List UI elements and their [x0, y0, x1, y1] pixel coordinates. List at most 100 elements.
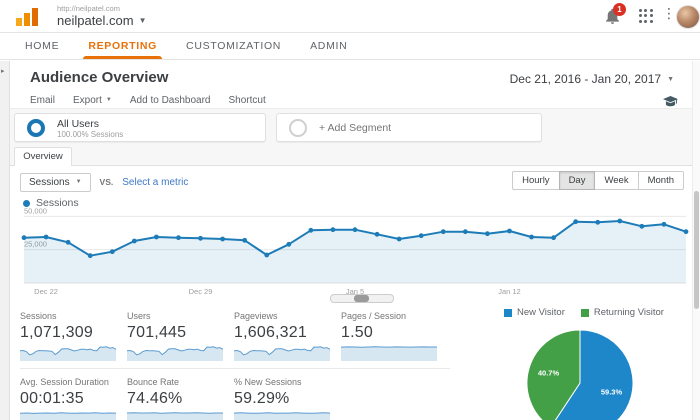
metric-sparkline [234, 412, 330, 420]
metric-label: Pages / Session [341, 311, 407, 321]
granularity-week[interactable]: Week [594, 171, 639, 190]
tab-overview[interactable]: Overview [14, 147, 72, 166]
segment-circle-icon [289, 119, 307, 137]
metric-avg-session-duration[interactable]: Avg. Session Duration 00:01:35 [20, 374, 127, 420]
legend-label: Returning Visitor [593, 307, 664, 318]
svg-text:50,000: 50,000 [24, 206, 47, 215]
svg-text:59.3%: 59.3% [601, 388, 623, 397]
notification-badge[interactable]: 1 [613, 3, 626, 16]
action-label: Add to Dashboard [129, 94, 211, 106]
pie-slice-returning-visitor[interactable] [526, 329, 581, 420]
metric-sparkline [127, 346, 223, 361]
sessions-line-chart[interactable]: 25,000 50,000 Dec 22 Dec 29 Jan 5 Jan 12 [10, 203, 700, 303]
metric-new-sessions[interactable]: % New Sessions 59.29% [234, 374, 341, 420]
report-content: Audience Overview Dec 21, 2016 - Jan 20,… [10, 61, 700, 420]
segment-builder: All Users 100.00% Sessions + Add Segment [10, 109, 700, 148]
metric-value: 1,606,321 [234, 324, 307, 341]
metric-pages-session[interactable]: Pages / Session 1.50 [341, 308, 448, 365]
metric-sparkline [234, 346, 330, 361]
add-segment-button[interactable]: + Add Segment [276, 113, 542, 142]
legend-swatch-icon [504, 308, 512, 317]
metric-value: 00:01:35 [20, 390, 84, 407]
visitor-type-pie-chart[interactable]: 59.3% 40.7% [520, 323, 660, 420]
page-title: Audience Overview [30, 69, 169, 86]
svg-text:Jan 5: Jan 5 [346, 287, 364, 296]
action-shortcut[interactable]: Shortcut [229, 95, 266, 106]
metric-label: Users [127, 311, 151, 321]
metric-label: Avg. Session Duration [20, 377, 109, 387]
metric-label: Bounce Rate [127, 377, 180, 387]
chart-legend: Sessions [23, 197, 79, 209]
chevron-down-icon: ▼ [138, 16, 147, 25]
segment-label: All Users [57, 118, 100, 130]
select-a-metric-link[interactable]: Select a metric [122, 176, 189, 188]
svg-text:40.7%: 40.7% [538, 369, 560, 378]
metric-users[interactable]: Users 701,445 [127, 308, 234, 365]
metric-label: Pageviews [234, 311, 278, 321]
more-vertical-icon[interactable]: ⋮ [662, 5, 676, 21]
nav-tab-reporting[interactable]: REPORTING [83, 33, 162, 59]
svg-text:Jan 12: Jan 12 [498, 287, 521, 296]
svg-text:25,000: 25,000 [24, 240, 47, 249]
metric-controls: Sessions ▼ VS. Select a metric [20, 171, 188, 193]
metrics-summary: Sessions 1,071,309 Users 701,445 Pageviews 1,… [20, 308, 450, 420]
analytics-logo-icon[interactable] [16, 6, 40, 26]
action-label: Shortcut [228, 94, 266, 106]
date-range-picker[interactable]: Dec 21, 2016 - Jan 20, 2017 ▼ [510, 72, 674, 86]
vs-label: VS. [99, 177, 114, 187]
sidebar-expand-icon: ▸ [1, 68, 5, 75]
page-scrollbar[interactable] [692, 61, 700, 420]
user-avatar[interactable] [676, 5, 700, 29]
chart-zoom-slider[interactable] [330, 294, 394, 303]
legend-swatch-icon [580, 308, 589, 317]
slider-handle[interactable] [354, 295, 369, 302]
nav-tab-home[interactable]: HOME [25, 40, 60, 52]
topbar: http://neilpatel.com neilpatel.com ▼ 1 ⋮ [0, 0, 700, 33]
metric-label: Sessions [20, 311, 57, 321]
metric-selector-button[interactable]: Sessions ▼ [20, 172, 91, 192]
main-nav: HOME REPORTING CUSTOMIZATION ADMIN [0, 33, 700, 60]
action-label: Export [73, 94, 102, 106]
granularity-month[interactable]: Month [637, 171, 684, 190]
pie-legend-returning-visitor[interactable]: Returning Visitor [580, 307, 664, 318]
action-email[interactable]: Email [30, 95, 55, 106]
sessions-legend-dot-icon [23, 199, 30, 207]
account-selector[interactable]: neilpatel.com ▼ [57, 13, 147, 28]
account-name: neilpatel.com [57, 13, 134, 28]
metric-sparkline [127, 412, 223, 420]
account-url: http://neilpatel.com [57, 4, 120, 13]
add-segment-label: + Add Segment [319, 122, 392, 134]
sidebar-collapsed-strip[interactable]: ▸ [0, 61, 10, 420]
metric-pageviews[interactable]: Pageviews 1,606,321 [234, 308, 341, 365]
scrollbar-thumb[interactable] [694, 191, 699, 309]
action-label: Email [30, 94, 56, 106]
sessions-legend-label: Sessions [36, 197, 79, 209]
metric-value: 701,445 [127, 324, 187, 341]
action-add-to-dashboard[interactable]: Add to Dashboard [130, 95, 211, 106]
nav-tab-admin[interactable]: ADMIN [310, 40, 348, 52]
apps-grid-icon[interactable] [639, 9, 653, 23]
segment-sublabel: 100.00% Sessions [57, 130, 124, 139]
svg-text:Dec 22: Dec 22 [34, 287, 58, 296]
metric-label: % New Sessions [234, 377, 302, 387]
nav-tab-customization[interactable]: CUSTOMIZATION [186, 40, 282, 52]
pie-slice-new-visitor[interactable] [551, 329, 634, 420]
intelligence-cap-icon[interactable] [663, 95, 678, 113]
metric-value: 1.50 [341, 324, 373, 341]
granularity-toggle: Hourly Day Week Month [512, 171, 684, 190]
pie-legend-new-visitor[interactable]: New Visitor [504, 307, 565, 318]
chevron-down-icon: ▼ [667, 75, 674, 83]
granularity-hourly[interactable]: Hourly [512, 171, 560, 190]
pie-legend: New Visitor Returning Visitor [504, 307, 664, 318]
metric-bounce-rate[interactable]: Bounce Rate 74.46% [127, 374, 234, 420]
chevron-down-icon: ▼ [105, 97, 112, 103]
report-tab-strip: Overview [10, 147, 700, 166]
action-export[interactable]: Export ▼ [73, 95, 112, 106]
date-range-text: Dec 21, 2016 - Jan 20, 2017 [509, 72, 662, 86]
metric-sessions[interactable]: Sessions 1,071,309 [20, 308, 127, 365]
segment-all-users[interactable]: All Users 100.00% Sessions [14, 113, 266, 142]
legend-label: New Visitor [517, 307, 565, 318]
granularity-day[interactable]: Day [558, 171, 596, 190]
metric-value: 1,071,309 [20, 324, 93, 341]
